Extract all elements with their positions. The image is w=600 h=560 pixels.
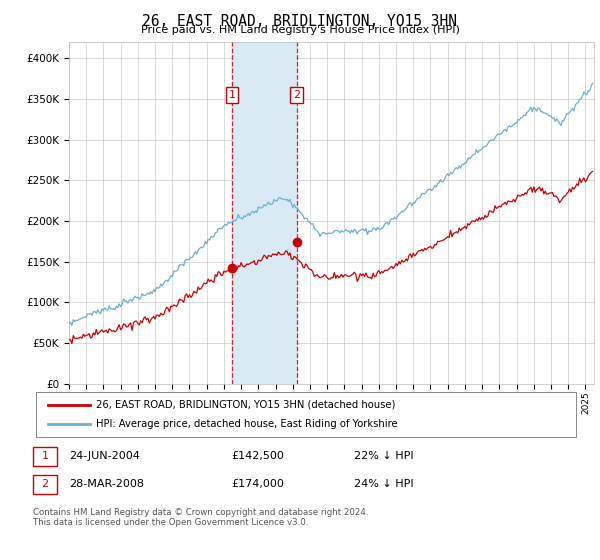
Bar — [232, 42, 297, 384]
Text: 2: 2 — [41, 479, 49, 489]
Text: 1: 1 — [41, 451, 49, 461]
Text: 2: 2 — [293, 90, 300, 100]
Text: £174,000: £174,000 — [231, 479, 284, 489]
Text: 24-JUN-2004: 24-JUN-2004 — [69, 451, 140, 461]
Text: Price paid vs. HM Land Registry's House Price Index (HPI): Price paid vs. HM Land Registry's House … — [140, 25, 460, 35]
Text: HPI: Average price, detached house, East Riding of Yorkshire: HPI: Average price, detached house, East… — [96, 419, 398, 430]
Text: £142,500: £142,500 — [231, 451, 284, 461]
Text: 26, EAST ROAD, BRIDLINGTON, YO15 3HN: 26, EAST ROAD, BRIDLINGTON, YO15 3HN — [143, 14, 458, 29]
Text: 1: 1 — [229, 90, 236, 100]
Text: Contains HM Land Registry data © Crown copyright and database right 2024.
This d: Contains HM Land Registry data © Crown c… — [33, 508, 368, 528]
Text: 28-MAR-2008: 28-MAR-2008 — [69, 479, 144, 489]
Text: 24% ↓ HPI: 24% ↓ HPI — [354, 479, 413, 489]
Text: 26, EAST ROAD, BRIDLINGTON, YO15 3HN (detached house): 26, EAST ROAD, BRIDLINGTON, YO15 3HN (de… — [96, 399, 395, 409]
Text: 22% ↓ HPI: 22% ↓ HPI — [354, 451, 413, 461]
